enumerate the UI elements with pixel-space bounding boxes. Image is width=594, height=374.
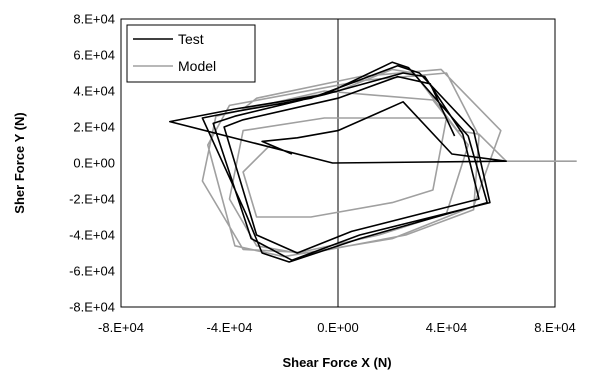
y-tick-label: 0.E+00 [73,156,115,171]
y-tick-label: -6.E+04 [69,264,115,279]
legend-label-test: Test [178,31,204,47]
y-tick-label: -8.E+04 [69,300,115,315]
y-tick-label: 2.E+04 [73,120,115,135]
x-tick-label: 4.E+04 [426,320,468,335]
legend: Test Model [126,24,256,83]
x-tick-label: -4.E+04 [207,320,253,335]
y-tick-label: -2.E+04 [69,192,115,207]
x-tick-label: 8.E+04 [534,320,576,335]
y-tick-label: 4.E+04 [73,84,115,99]
y-axis-title: Sher Force Y (N) [12,112,27,213]
series-line-test [169,61,508,263]
x-axis-title: Shear Force X (N) [282,355,391,370]
legend-label-model: Model [178,58,216,74]
y-tick-label: -4.E+04 [69,228,115,243]
x-tick-label: 0.E+00 [317,320,359,335]
legend-box [126,24,256,83]
y-tick-label: 6.E+04 [73,48,115,63]
x-tick-label: -8.E+04 [98,320,144,335]
series-layer [169,61,577,263]
series-line-model [201,68,577,258]
tick-labels: 8.E+04 6.E+04 4.E+04 2.E+04 0.E+00 -2.E+04 -4.… [69,12,576,336]
y-tick-label: 8.E+04 [73,12,115,27]
